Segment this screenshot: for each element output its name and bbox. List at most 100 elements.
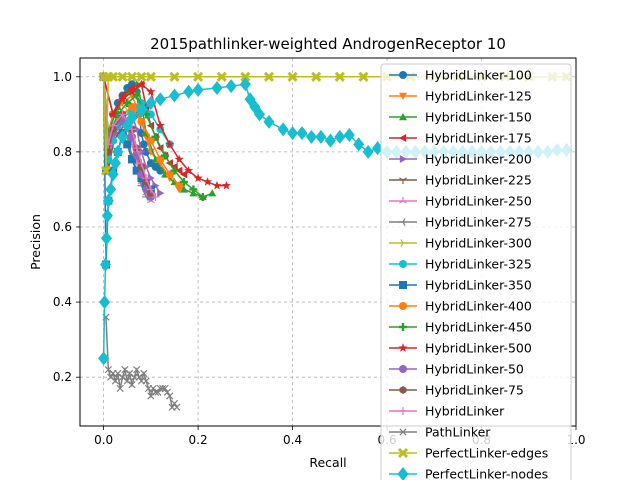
data-point [139, 140, 148, 149]
data-point [358, 71, 369, 82]
legend-frame [380, 63, 572, 480]
data-point [202, 177, 213, 186]
data-point [104, 366, 112, 374]
x-tick-label: 0.4 [283, 433, 302, 447]
legend-label: HybridLinker-325 [425, 257, 532, 272]
data-point [174, 154, 184, 164]
data-point [145, 71, 156, 82]
x-tick-label: 0.0 [94, 433, 113, 447]
x-axis-label: Recall [309, 455, 346, 470]
y-tick-label: 1.0 [53, 70, 72, 84]
data-point [132, 91, 141, 100]
chart-title: 2015pathlinker-weighted AndrogenReceptor… [150, 35, 506, 53]
data-point [132, 166, 141, 175]
legend-marker [399, 155, 407, 163]
data-point [193, 71, 204, 82]
legend-marker [399, 134, 407, 142]
data-point [108, 71, 119, 82]
legend-marker [399, 218, 406, 226]
data-point [151, 192, 160, 201]
data-point [125, 369, 134, 378]
data-point [135, 103, 147, 118]
data-point [161, 151, 170, 160]
data-point [140, 369, 148, 378]
data-point [126, 111, 138, 126]
data-point [146, 110, 155, 119]
legend-item: HybridLinker-200 [389, 152, 532, 167]
data-point [163, 388, 172, 396]
data-point [135, 373, 143, 381]
legend-marker [399, 71, 407, 79]
data-point [109, 121, 118, 130]
legend-marker [400, 239, 407, 247]
legend-label: HybridLinker-125 [425, 89, 532, 104]
data-point [98, 351, 110, 366]
data-point [225, 79, 237, 94]
data-point [123, 377, 131, 385]
legend-marker [399, 407, 407, 415]
data-point [287, 71, 298, 82]
data-point [179, 177, 188, 186]
data-point [166, 392, 174, 400]
legend-item: PerfectLinker-edges [389, 446, 548, 461]
data-point [149, 384, 157, 393]
legend-item: HybridLinker-50 [389, 362, 524, 377]
data-point [146, 185, 155, 194]
data-point [240, 71, 251, 82]
legend-item: HybridLinker-325 [389, 257, 532, 272]
data-point [184, 165, 194, 175]
data-point [121, 366, 129, 374]
legend-marker [397, 467, 409, 480]
data-point [146, 86, 156, 96]
data-point [239, 77, 251, 92]
legend-marker [399, 197, 407, 204]
legend-label: HybridLinker-450 [425, 320, 532, 335]
data-point [157, 189, 165, 198]
data-point [117, 94, 128, 104]
data-point [170, 166, 179, 175]
legend-marker [399, 92, 407, 100]
data-point [170, 399, 179, 408]
legend-label: HybridLinker-100 [425, 68, 532, 83]
legend-marker [399, 260, 407, 268]
legend-item: HybridLinker-125 [389, 89, 532, 104]
legend-marker [399, 113, 407, 121]
legend-marker [399, 281, 407, 289]
data-point [102, 193, 114, 208]
legend-label: HybridLinker [425, 404, 505, 419]
legend-marker [399, 386, 407, 394]
data-point [175, 166, 183, 175]
data-point [169, 71, 180, 82]
data-point [142, 174, 151, 183]
data-point [263, 114, 275, 129]
legend-item: HybridLinker-300 [389, 236, 532, 251]
y-tick-label: 0.4 [53, 295, 72, 309]
legend-item: HybridLinker-500 [389, 341, 532, 356]
data-point [221, 180, 232, 190]
data-point [145, 96, 157, 111]
data-point [151, 132, 160, 141]
data-point [137, 117, 146, 126]
y-tick-label: 0.6 [53, 220, 72, 234]
legend-marker [399, 302, 407, 310]
legend-marker [397, 447, 409, 459]
data-point [99, 295, 111, 310]
data-point [208, 189, 217, 197]
legend-label: HybridLinker-150 [425, 110, 532, 125]
data-point [343, 127, 355, 142]
data-point [263, 71, 275, 82]
data-point [175, 181, 184, 190]
legend-marker [398, 343, 408, 352]
legend-item: HybridLinker-250 [389, 194, 532, 209]
data-point [127, 102, 136, 111]
legend-label: HybridLinker-350 [425, 278, 532, 293]
legend-label: HybridLinker-50 [425, 362, 524, 377]
data-point [136, 71, 147, 82]
data-point [123, 99, 132, 108]
legend-label: HybridLinker-225 [425, 173, 532, 188]
data-point [192, 82, 204, 97]
data-point [296, 126, 308, 141]
data-point [254, 107, 266, 122]
data-point [334, 71, 345, 82]
